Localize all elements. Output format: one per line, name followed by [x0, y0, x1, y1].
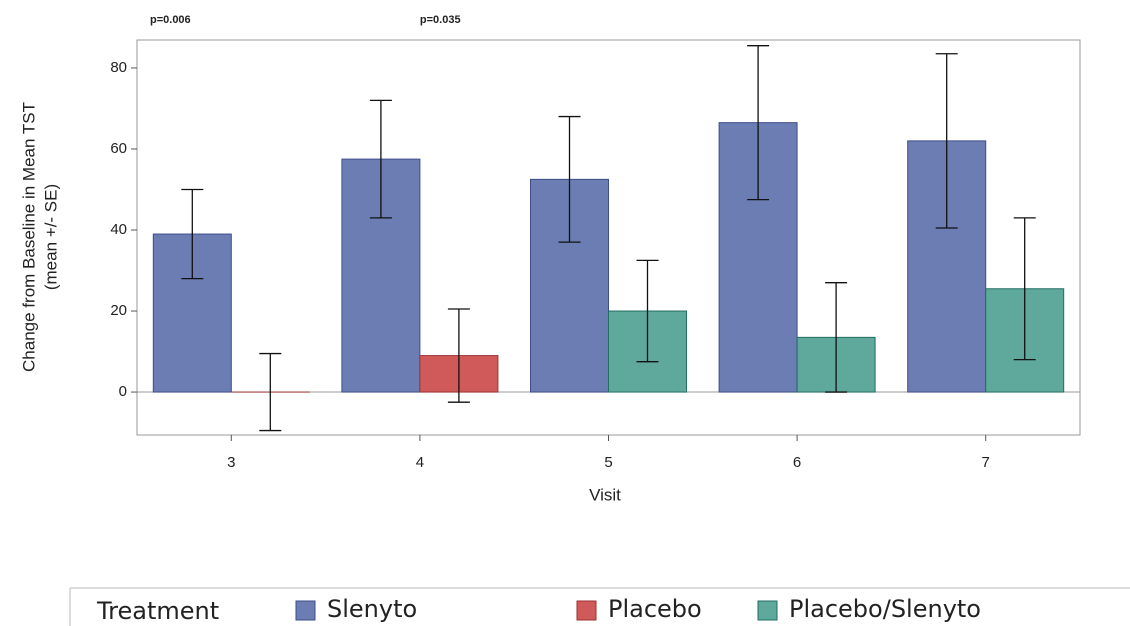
annotation: p=0.035 — [420, 14, 461, 26]
legend-swatch — [295, 600, 316, 621]
legend-label: Placebo/Slenyto — [789, 595, 981, 623]
x-tick-label: 5 — [604, 454, 612, 471]
legend-swatch — [576, 600, 597, 621]
x-tick-label: 7 — [982, 454, 990, 471]
legend-label: Slenyto — [327, 595, 417, 623]
legend-swatch — [757, 600, 778, 621]
y-tick-label: 0 — [119, 383, 127, 400]
annotation: p=0.006 — [150, 14, 191, 26]
x-axis-title: Visit — [589, 485, 621, 504]
x-tick-label: 4 — [416, 454, 424, 471]
y-tick-label: 20 — [110, 302, 127, 319]
legend-label: Placebo — [608, 595, 702, 623]
y-tick-label: 40 — [110, 221, 127, 238]
y-tick-label: 80 — [110, 59, 127, 76]
y-tick-label: 60 — [110, 140, 127, 157]
y-axis-title: (mean +/- SE) — [41, 184, 60, 290]
legend-title: Treatment — [96, 597, 219, 625]
y-axis-title: Change from Baseline in Mean TST — [19, 102, 38, 372]
x-tick-label: 6 — [793, 454, 801, 471]
x-tick-label: 3 — [227, 454, 235, 471]
